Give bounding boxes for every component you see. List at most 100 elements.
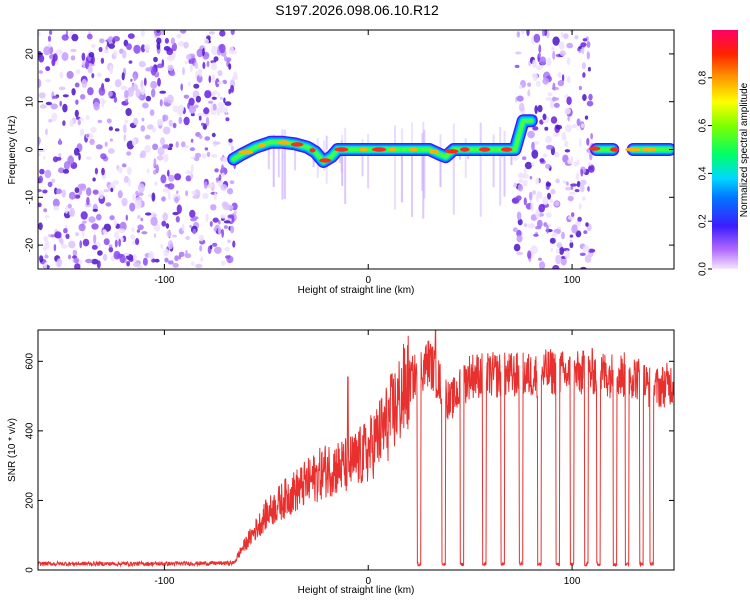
noise-speckle-dot xyxy=(196,48,204,58)
noise-speckle-dot xyxy=(176,204,182,214)
noise-speckle-dot xyxy=(65,233,70,239)
noise-speckle-dot xyxy=(74,109,79,118)
noise-speckle-dot xyxy=(38,92,46,99)
noise-speckle-dot xyxy=(531,149,539,159)
noise-speckle-dot xyxy=(571,224,578,234)
y-tick-label: 0 xyxy=(25,567,36,573)
noise-speckle-dot xyxy=(164,183,171,188)
ridge-streak xyxy=(439,134,442,150)
noise-speckle-dot xyxy=(117,190,123,199)
noise-speckle-dot xyxy=(197,112,203,118)
noise-speckle-dot xyxy=(217,92,221,98)
noise-speckle-dot xyxy=(565,124,572,133)
noise-speckle-dot xyxy=(185,175,192,182)
noise-speckle-dot xyxy=(86,187,92,196)
noise-speckle-dot xyxy=(141,231,148,235)
noise-speckle-dot xyxy=(232,240,236,248)
noise-speckle-dot xyxy=(539,56,547,65)
noise-speckle-dot xyxy=(81,52,86,61)
noise-speckle-dot xyxy=(183,116,190,126)
chart-title: S197.2026.098.06.10.R12 xyxy=(275,2,439,18)
noise-speckle-dot xyxy=(561,231,565,240)
noise-speckle-dot xyxy=(221,260,226,266)
noise-speckle-dot xyxy=(87,65,93,74)
noise-speckle-dot xyxy=(557,72,562,78)
noise-speckle-dot xyxy=(538,52,541,58)
ridge-streak xyxy=(452,149,455,215)
noise-speckle-dot xyxy=(58,167,65,174)
noise-speckle-dot xyxy=(545,135,552,144)
noise-speckle-dot xyxy=(230,30,235,36)
noise-speckle-dot xyxy=(530,249,534,259)
noise-speckle-dot xyxy=(537,104,543,113)
noise-speckle-dot xyxy=(53,205,60,211)
noise-speckle-dot xyxy=(585,222,589,227)
noise-speckle-dot xyxy=(74,82,80,88)
noise-speckle-dot xyxy=(578,203,582,210)
noise-speckle-dot xyxy=(527,223,536,229)
noise-speckle-dot xyxy=(124,89,129,99)
noise-speckle-dot xyxy=(580,184,585,193)
noise-speckle-dot xyxy=(167,240,174,250)
noise-speckle-dot xyxy=(584,115,589,120)
noise-speckle-dot xyxy=(168,143,174,148)
noise-speckle-dot xyxy=(140,44,146,53)
spectrogram-y-label: Frequency (Hz) xyxy=(7,116,18,185)
noise-speckle-dot xyxy=(221,172,225,177)
snr-series-line xyxy=(38,330,674,568)
noise-speckle-dot xyxy=(183,41,189,49)
noise-speckle-dot xyxy=(157,146,165,156)
ridge-hotspot xyxy=(625,147,641,152)
noise-speckle-dot xyxy=(45,66,51,72)
noise-speckle-dot xyxy=(137,215,141,219)
noise-speckle-dot xyxy=(559,50,566,57)
noise-speckle-dot xyxy=(47,35,52,42)
noise-speckle-dot xyxy=(147,124,154,130)
noise-speckle-dot xyxy=(142,102,149,109)
noise-speckle-dot xyxy=(80,211,88,220)
noise-speckle-dot xyxy=(67,155,75,165)
snr-frame xyxy=(37,329,675,571)
noise-speckle-dot xyxy=(555,248,560,254)
noise-speckle-dot xyxy=(545,97,552,101)
noise-speckle-dot xyxy=(562,180,567,184)
noise-speckle-dot xyxy=(70,48,77,53)
noise-speckle-dot xyxy=(107,90,113,97)
noise-speckle-dot xyxy=(78,153,81,161)
noise-speckle-dot xyxy=(188,97,195,106)
noise-speckle-dot xyxy=(184,60,189,65)
noise-speckle-dot xyxy=(187,81,191,87)
noise-speckle-dot xyxy=(523,167,527,175)
noise-speckle-dot xyxy=(182,67,185,76)
noise-speckle-dot xyxy=(218,174,222,181)
y-tick-label: 10 xyxy=(25,96,36,108)
noise-speckle-dot xyxy=(162,114,169,122)
ridge-hotspot xyxy=(277,140,291,145)
noise-speckle-dot xyxy=(160,244,163,249)
noise-speckle-dot xyxy=(38,136,41,145)
noise-speckle-dot xyxy=(74,187,80,194)
noise-speckle-dot xyxy=(535,64,544,70)
noise-speckle-dot xyxy=(52,198,60,208)
noise-speckle-dot xyxy=(562,154,569,163)
noise-speckle-dot xyxy=(43,235,49,242)
noise-speckle-dot xyxy=(518,178,524,184)
noise-speckle-dot xyxy=(546,144,554,150)
noise-speckle-dot xyxy=(56,157,62,161)
noise-speckle-dot xyxy=(93,234,97,244)
noise-speckle-dot xyxy=(554,201,560,207)
noise-speckle-dot xyxy=(108,246,114,253)
noise-speckle-dot xyxy=(107,36,114,44)
noise-speckle-dot xyxy=(79,128,85,137)
noise-speckle-dot xyxy=(153,233,157,238)
ridge-hotspot xyxy=(459,147,470,152)
noise-speckle-dot xyxy=(55,188,62,195)
ridge-streak xyxy=(503,130,506,150)
noise-speckle-dot xyxy=(151,66,157,76)
ridge-streak xyxy=(421,133,424,150)
noise-speckle-dot xyxy=(198,115,202,121)
noise-speckle-dot xyxy=(546,182,552,187)
noise-speckle-dot xyxy=(210,62,217,71)
noise-speckle-dot xyxy=(161,220,167,227)
noise-speckle-dot xyxy=(518,102,525,112)
